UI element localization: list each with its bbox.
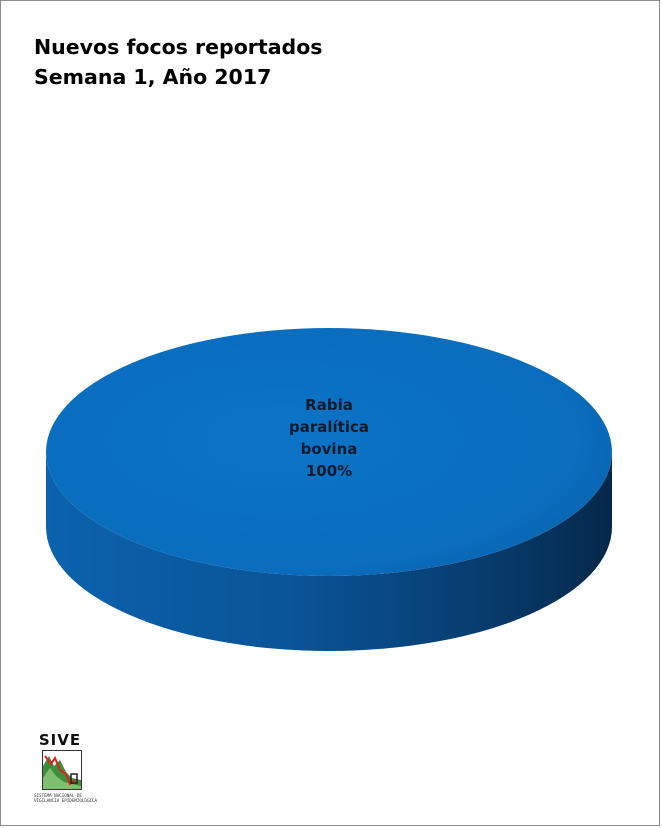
logo-name: SIVE	[38, 731, 82, 749]
sive-logo: SIVE SISTEMA NACIONAL DE VIGILANCIA EPID…	[34, 731, 120, 811]
slice-label-0: Rabia paralítica bovina 100%	[289, 396, 369, 480]
chart-title-line-1: Nuevos focos reportados	[34, 35, 323, 59]
sive-logo-graphic	[42, 750, 82, 790]
logo-caption: SISTEMA NACIONAL DE VIGILANCIA EPIDEMIOL…	[34, 793, 120, 803]
slice-label-line: bovina	[301, 440, 358, 458]
slice-label-line: Rabia	[305, 396, 353, 414]
logo-caption-line-1: SISTEMA NACIONAL DE	[34, 793, 82, 798]
pie-slice-side-0	[46, 452, 612, 651]
slice-label-line: paralítica	[289, 418, 369, 436]
chart-title: Nuevos focos reportados Semana 1, Año 20…	[34, 32, 323, 92]
slice-value-label: 100%	[306, 462, 352, 480]
chart-title-line-2: Semana 1, Año 2017	[34, 65, 272, 89]
pie-slice-0	[46, 328, 612, 576]
logo-caption-line-2: VIGILANCIA EPIDEMIOLOGICA	[34, 798, 98, 803]
